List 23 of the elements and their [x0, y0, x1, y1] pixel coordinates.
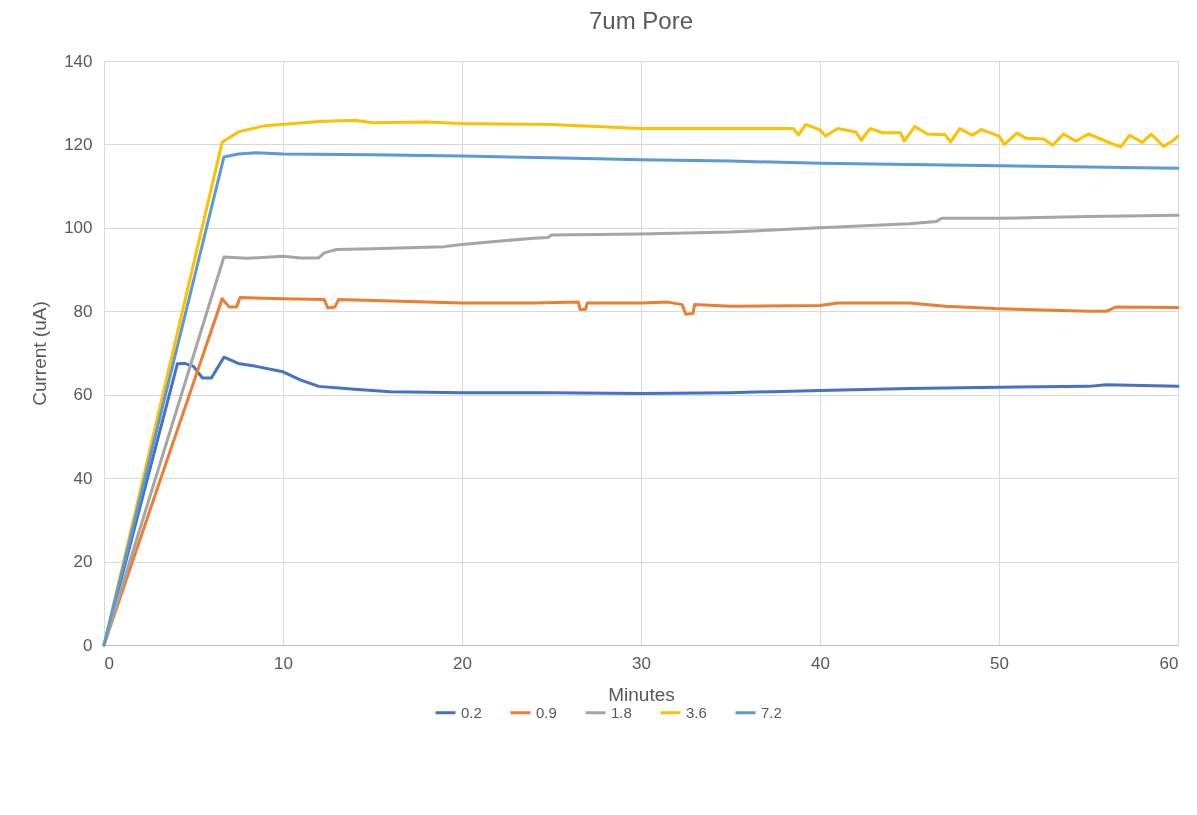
x-tick-label: 40: [811, 653, 830, 673]
y-tick-label: 0: [83, 635, 93, 655]
y-tick-label: 120: [64, 134, 93, 154]
y-tick-label: 100: [64, 218, 93, 238]
legend-label: 1.8: [611, 703, 632, 721]
y-tick-label: 60: [73, 385, 93, 405]
x-tick-label: 60: [1159, 653, 1179, 673]
x-tick-label: 10: [274, 653, 293, 673]
x-tick-label: 30: [632, 653, 651, 673]
chart-title: 7um Pore: [588, 7, 694, 34]
y-tick-label: 80: [73, 301, 93, 321]
y-tick-label: 140: [64, 51, 93, 71]
x-tick-label: 0: [104, 653, 114, 673]
legend-label: 7.2: [761, 703, 782, 721]
legend-label: 0.2: [461, 703, 482, 721]
y-tick-label: 20: [73, 552, 93, 572]
x-tick-label: 20: [453, 653, 472, 673]
legend-label: 0.9: [536, 703, 557, 721]
y-axis-title: Current (uA): [29, 301, 51, 406]
y-tick-label: 40: [73, 468, 93, 488]
x-axis-title: Minutes: [608, 683, 675, 705]
x-tick-label: 50: [990, 653, 1009, 673]
legend-label: 3.6: [686, 703, 707, 721]
